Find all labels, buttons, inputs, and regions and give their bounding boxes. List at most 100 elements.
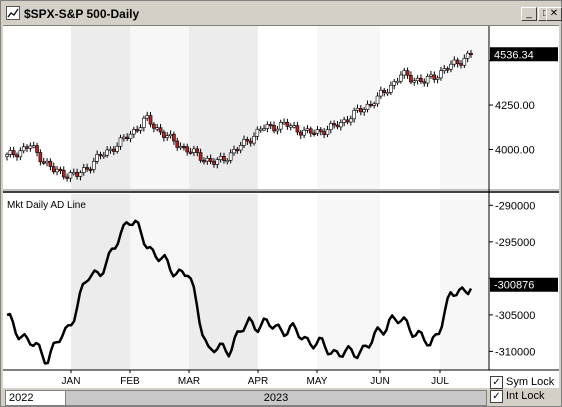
- month-label-may: MAY: [307, 376, 328, 387]
- month-band-bottom: [71, 194, 130, 370]
- price-candle: [188, 151, 193, 154]
- price-candle: [85, 167, 89, 170]
- price-last-value-box: [490, 47, 558, 62]
- month-band-top: [3, 26, 71, 189]
- month-band-bottom: [258, 194, 317, 370]
- price-candle: [419, 77, 423, 82]
- price-y-tick-label: 4250.00: [495, 100, 535, 112]
- price-candle: [125, 136, 129, 140]
- price-candle: [385, 92, 390, 95]
- price-candle: [165, 135, 170, 138]
- int-lock-checkbox[interactable]: ✓: [490, 390, 503, 403]
- price-candle: [55, 168, 59, 173]
- int-lock-label: Int Lock: [506, 390, 545, 402]
- price-candle: [152, 123, 156, 129]
- price-candle: [298, 131, 303, 136]
- month-band-bottom: [380, 194, 440, 370]
- price-candle: [182, 146, 186, 149]
- price-candle: [285, 122, 290, 127]
- price-candle: [172, 133, 176, 142]
- price-candle: [195, 148, 200, 153]
- price-candle: [215, 159, 220, 165]
- chart-area[interactable]: 4250.00 4000.00 4536.34 -290000 -295000 -3050…: [3, 25, 559, 388]
- price-candle: [275, 128, 280, 132]
- price-candle: [372, 103, 376, 106]
- price-candle: [395, 80, 400, 84]
- minimize-button[interactable]: _: [521, 7, 537, 21]
- price-candle: [28, 145, 33, 149]
- price-candle: [198, 152, 203, 161]
- price-candle: [342, 119, 346, 123]
- month-band-top: [130, 26, 189, 189]
- price-candle: [192, 148, 196, 153]
- price-candle: [242, 139, 246, 146]
- price-candle: [11, 150, 16, 156]
- price-candle: [168, 133, 173, 137]
- price-candle: [8, 150, 13, 155]
- ad-y-tick-label: -305000: [495, 310, 535, 322]
- month-band-bottom: [440, 194, 489, 370]
- price-candle: [452, 59, 457, 65]
- sym-lock-checkbox[interactable]: ✓: [490, 376, 503, 389]
- price-candle: [45, 160, 49, 164]
- price-candle: [462, 58, 467, 66]
- price-candle: [98, 154, 103, 157]
- price-candle: [158, 127, 163, 133]
- price-candle: [422, 81, 427, 84]
- price-candle: [312, 132, 316, 135]
- title-bar[interactable]: $SPX-S&P 500-Daily _ □: [3, 3, 559, 25]
- price-candle: [295, 125, 300, 133]
- price-candle: [392, 81, 397, 86]
- price-candle: [25, 146, 29, 149]
- year-label-2023: 2023: [65, 390, 487, 406]
- price-candle: [272, 125, 276, 132]
- price-candle: [335, 124, 340, 128]
- price-candle: [399, 74, 403, 82]
- price-candle: [135, 129, 139, 132]
- price-candle: [328, 123, 333, 130]
- price-candle: [355, 108, 360, 111]
- price-candle: [108, 148, 113, 151]
- month-label-jan: JAN: [62, 376, 81, 387]
- price-candle: [31, 145, 36, 148]
- month-band-top: [189, 26, 258, 189]
- price-candle: [305, 128, 310, 131]
- price-candle: [5, 154, 9, 157]
- chart-app-icon: [6, 6, 20, 20]
- price-candle: [282, 122, 286, 125]
- price-candle: [21, 146, 26, 152]
- month-band-bottom: [317, 194, 380, 370]
- price-candle: [412, 80, 417, 83]
- price-candle: [81, 167, 86, 173]
- price-candle: [322, 131, 326, 135]
- price-candle: [185, 146, 190, 153]
- price-candle: [245, 139, 250, 142]
- month-band-bottom: [189, 194, 258, 370]
- window-title: $SPX-S&P 500-Daily: [24, 7, 140, 21]
- price-candle: [178, 146, 183, 149]
- price-candle: [162, 131, 166, 138]
- price-candle: [255, 128, 260, 137]
- close-button[interactable]: ✕: [546, 7, 562, 21]
- price-candle: [349, 118, 353, 123]
- price-candle: [429, 74, 433, 77]
- price-candle: [208, 158, 213, 162]
- price-candle: [345, 119, 350, 123]
- chart-svg[interactable]: 4250.00 4000.00 4536.34 -290000 -295000 -3050…: [3, 26, 559, 388]
- month-band-top: [71, 26, 130, 189]
- month-band-top: [317, 26, 380, 189]
- month-label-jul: JUL: [431, 376, 449, 387]
- month-band-top: [440, 26, 489, 189]
- status-bar: 2022 2023 ✓ Sym Lock ✓ Int Lock: [3, 376, 559, 406]
- price-candle: [228, 152, 233, 161]
- price-candle: [235, 149, 240, 152]
- price-candle: [315, 129, 320, 134]
- price-candle: [15, 154, 19, 158]
- price-candle: [365, 103, 370, 110]
- price-candle: [258, 128, 263, 131]
- price-candle: [115, 146, 119, 152]
- price-candle: [18, 150, 23, 158]
- price-y-tick-label: 4000.00: [495, 144, 535, 156]
- price-candle: [155, 127, 160, 130]
